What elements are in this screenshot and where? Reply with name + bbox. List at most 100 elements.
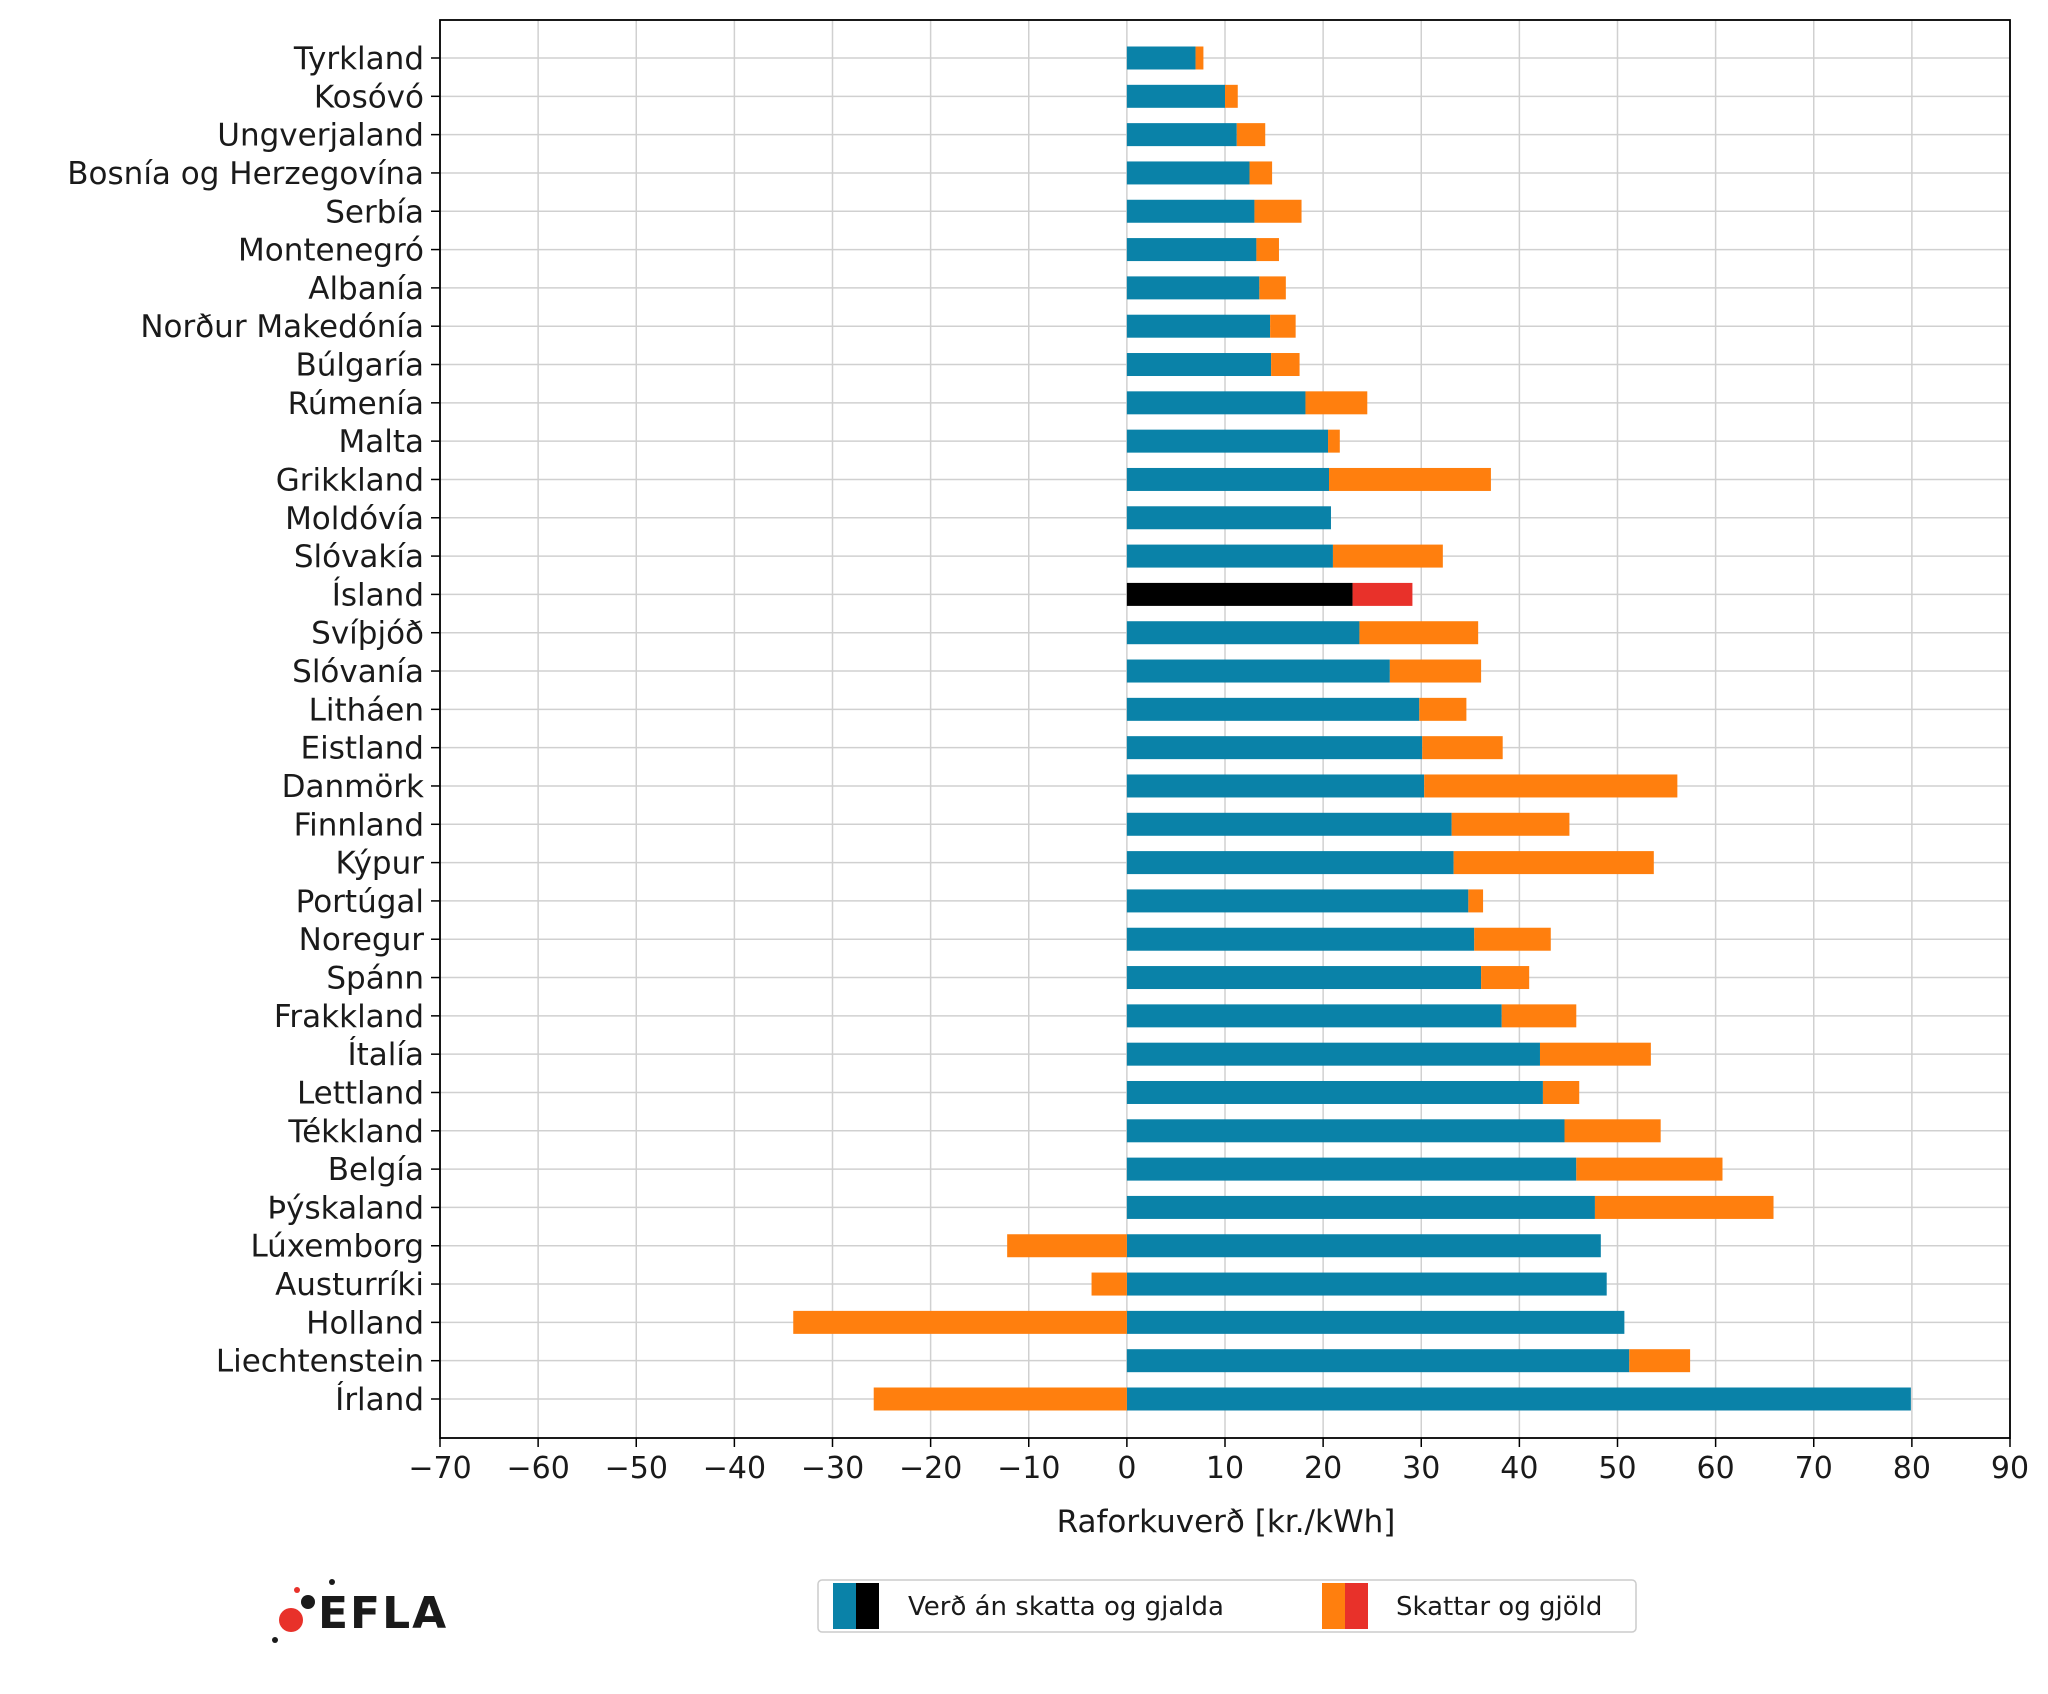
- bar-price-excl-tax: [1126, 123, 1237, 147]
- bar-taxes: [1451, 812, 1570, 836]
- bar-taxes: [1256, 238, 1279, 262]
- bar-price-excl-tax: [1126, 161, 1250, 185]
- bar-taxes: [1474, 927, 1551, 951]
- bar-taxes: [1249, 161, 1273, 185]
- bar-price-excl-tax: [1126, 1119, 1565, 1143]
- bar-taxes: [1332, 544, 1443, 568]
- legend-swatch-main: [833, 1583, 856, 1629]
- y-tick-label: Kýpur: [336, 846, 425, 882]
- bar-price-excl-tax: [1126, 774, 1425, 798]
- y-tick-label: Ítalía: [347, 1037, 424, 1073]
- bar-taxes: [1424, 774, 1678, 798]
- y-tick-label: Tékkland: [287, 1114, 424, 1150]
- y-tick-label: Litháen: [309, 692, 424, 728]
- bar-taxes: [1254, 199, 1302, 223]
- x-tick-label: 20: [1304, 1451, 1342, 1486]
- bar-price-excl-tax: [1126, 276, 1260, 300]
- bar-price-excl-tax: [1126, 544, 1333, 568]
- bar-price-excl-tax: [1126, 467, 1330, 491]
- y-tick-label: Lettland: [297, 1075, 424, 1111]
- legend-label: Skattar og gjöld: [1396, 1592, 1602, 1622]
- y-tick-label: Frakkland: [274, 999, 424, 1035]
- bar-taxes: [1091, 1272, 1127, 1296]
- bar-price-excl-tax: [1126, 1234, 1601, 1258]
- y-tick-label: Eistland: [301, 731, 424, 767]
- axis-layer: −70 −60 −50 −40 −30 −20 −10 0 10 20 30 40 50 60 70 80 90…: [67, 19, 2029, 1486]
- bar-taxes: [1271, 353, 1300, 377]
- x-tick-label: 50: [1598, 1451, 1636, 1486]
- bar-price-excl-tax: [1126, 582, 1353, 606]
- x-tick-label: 10: [1206, 1451, 1244, 1486]
- bar-layer: [793, 46, 1911, 1411]
- y-tick-label: Moldóvía: [285, 501, 424, 537]
- y-tick-label: Svíþjóð: [311, 616, 424, 652]
- y-tick-label: Þýskaland: [267, 1190, 424, 1226]
- bar-taxes: [1542, 1080, 1580, 1104]
- logo-dot-medium: [301, 1595, 315, 1609]
- y-tick-label: Albanía: [308, 271, 424, 307]
- y-tick-label: Ísland: [332, 577, 424, 613]
- y-tick-label: Rúmenía: [288, 386, 424, 422]
- y-tick-label: Serbía: [325, 194, 424, 230]
- logo-text: EFLA: [318, 1588, 448, 1639]
- bar-taxes: [1270, 314, 1296, 338]
- legend-box: [817, 1579, 1637, 1633]
- bar-price-excl-tax: [1126, 851, 1454, 875]
- y-tick-label: Spánn: [326, 961, 424, 997]
- bar-taxes: [1328, 429, 1340, 453]
- x-tick-label: 0: [1117, 1451, 1136, 1486]
- x-tick-label: 80: [1893, 1451, 1931, 1486]
- logo-dot-tiny-red: [294, 1587, 300, 1593]
- bar-taxes: [1419, 697, 1467, 721]
- bar-price-excl-tax: [1126, 506, 1331, 530]
- x-tick-label: 70: [1795, 1451, 1833, 1486]
- y-tick-label: Kosóvó: [314, 79, 424, 115]
- logo-dot-tiny: [272, 1637, 278, 1643]
- bar-price-excl-tax: [1126, 84, 1225, 108]
- legend-label: Verð án skatta og gjalda: [908, 1592, 1224, 1622]
- bar-taxes: [1225, 84, 1238, 108]
- bar-price-excl-tax: [1126, 966, 1482, 990]
- x-tick-label: −10: [997, 1451, 1060, 1486]
- bar-price-excl-tax: [1126, 736, 1423, 760]
- bar-price-excl-tax: [1126, 812, 1452, 836]
- y-tick-label: Bosnía og Herzegovína: [67, 156, 424, 192]
- bar-price-excl-tax: [1126, 889, 1469, 913]
- x-tick-label: −20: [899, 1451, 962, 1486]
- x-tick-label: −60: [506, 1451, 569, 1486]
- y-tick-label: Grikkland: [276, 462, 424, 498]
- legend-swatch-highlight: [856, 1583, 879, 1629]
- bar-price-excl-tax: [1126, 46, 1196, 70]
- bar-taxes: [1629, 1349, 1691, 1373]
- efla-logo: EFLA: [272, 1579, 448, 1643]
- bar-taxes: [1564, 1119, 1661, 1143]
- bar-price-excl-tax: [1126, 1042, 1540, 1066]
- bar-price-excl-tax: [1126, 199, 1255, 223]
- legend-swatch-highlight: [1345, 1583, 1368, 1629]
- bar-taxes: [1329, 467, 1491, 491]
- bar-taxes: [1594, 1195, 1774, 1219]
- bar-taxes: [1576, 1157, 1723, 1181]
- bar-taxes: [1352, 582, 1413, 606]
- y-tick-label: Norður Makedónía: [140, 309, 424, 345]
- bar-taxes: [1481, 966, 1530, 990]
- bar-price-excl-tax: [1126, 353, 1272, 377]
- x-tick-label: 90: [1991, 1451, 2029, 1486]
- y-tick-label: Finnland: [294, 807, 424, 843]
- bar-price-excl-tax: [1126, 621, 1360, 645]
- bar-price-excl-tax: [1126, 1310, 1625, 1334]
- bar-price-excl-tax: [1126, 1080, 1543, 1104]
- bar-price-excl-tax: [1126, 314, 1271, 338]
- x-tick-label: 40: [1500, 1451, 1538, 1486]
- y-tick-label: Búlgaría: [295, 348, 424, 384]
- logo-dot-small: [329, 1579, 335, 1585]
- bar-taxes: [1389, 659, 1482, 683]
- bar-price-excl-tax: [1126, 697, 1420, 721]
- bar-price-excl-tax: [1126, 659, 1390, 683]
- y-tick-label: Noregur: [299, 922, 425, 958]
- y-tick-label: Danmörk: [282, 769, 424, 805]
- bar-price-excl-tax: [1126, 1387, 1911, 1411]
- bar-taxes: [1359, 621, 1479, 645]
- y-tick-label: Tyrkland: [293, 41, 424, 77]
- y-tick-label: Belgía: [328, 1152, 424, 1188]
